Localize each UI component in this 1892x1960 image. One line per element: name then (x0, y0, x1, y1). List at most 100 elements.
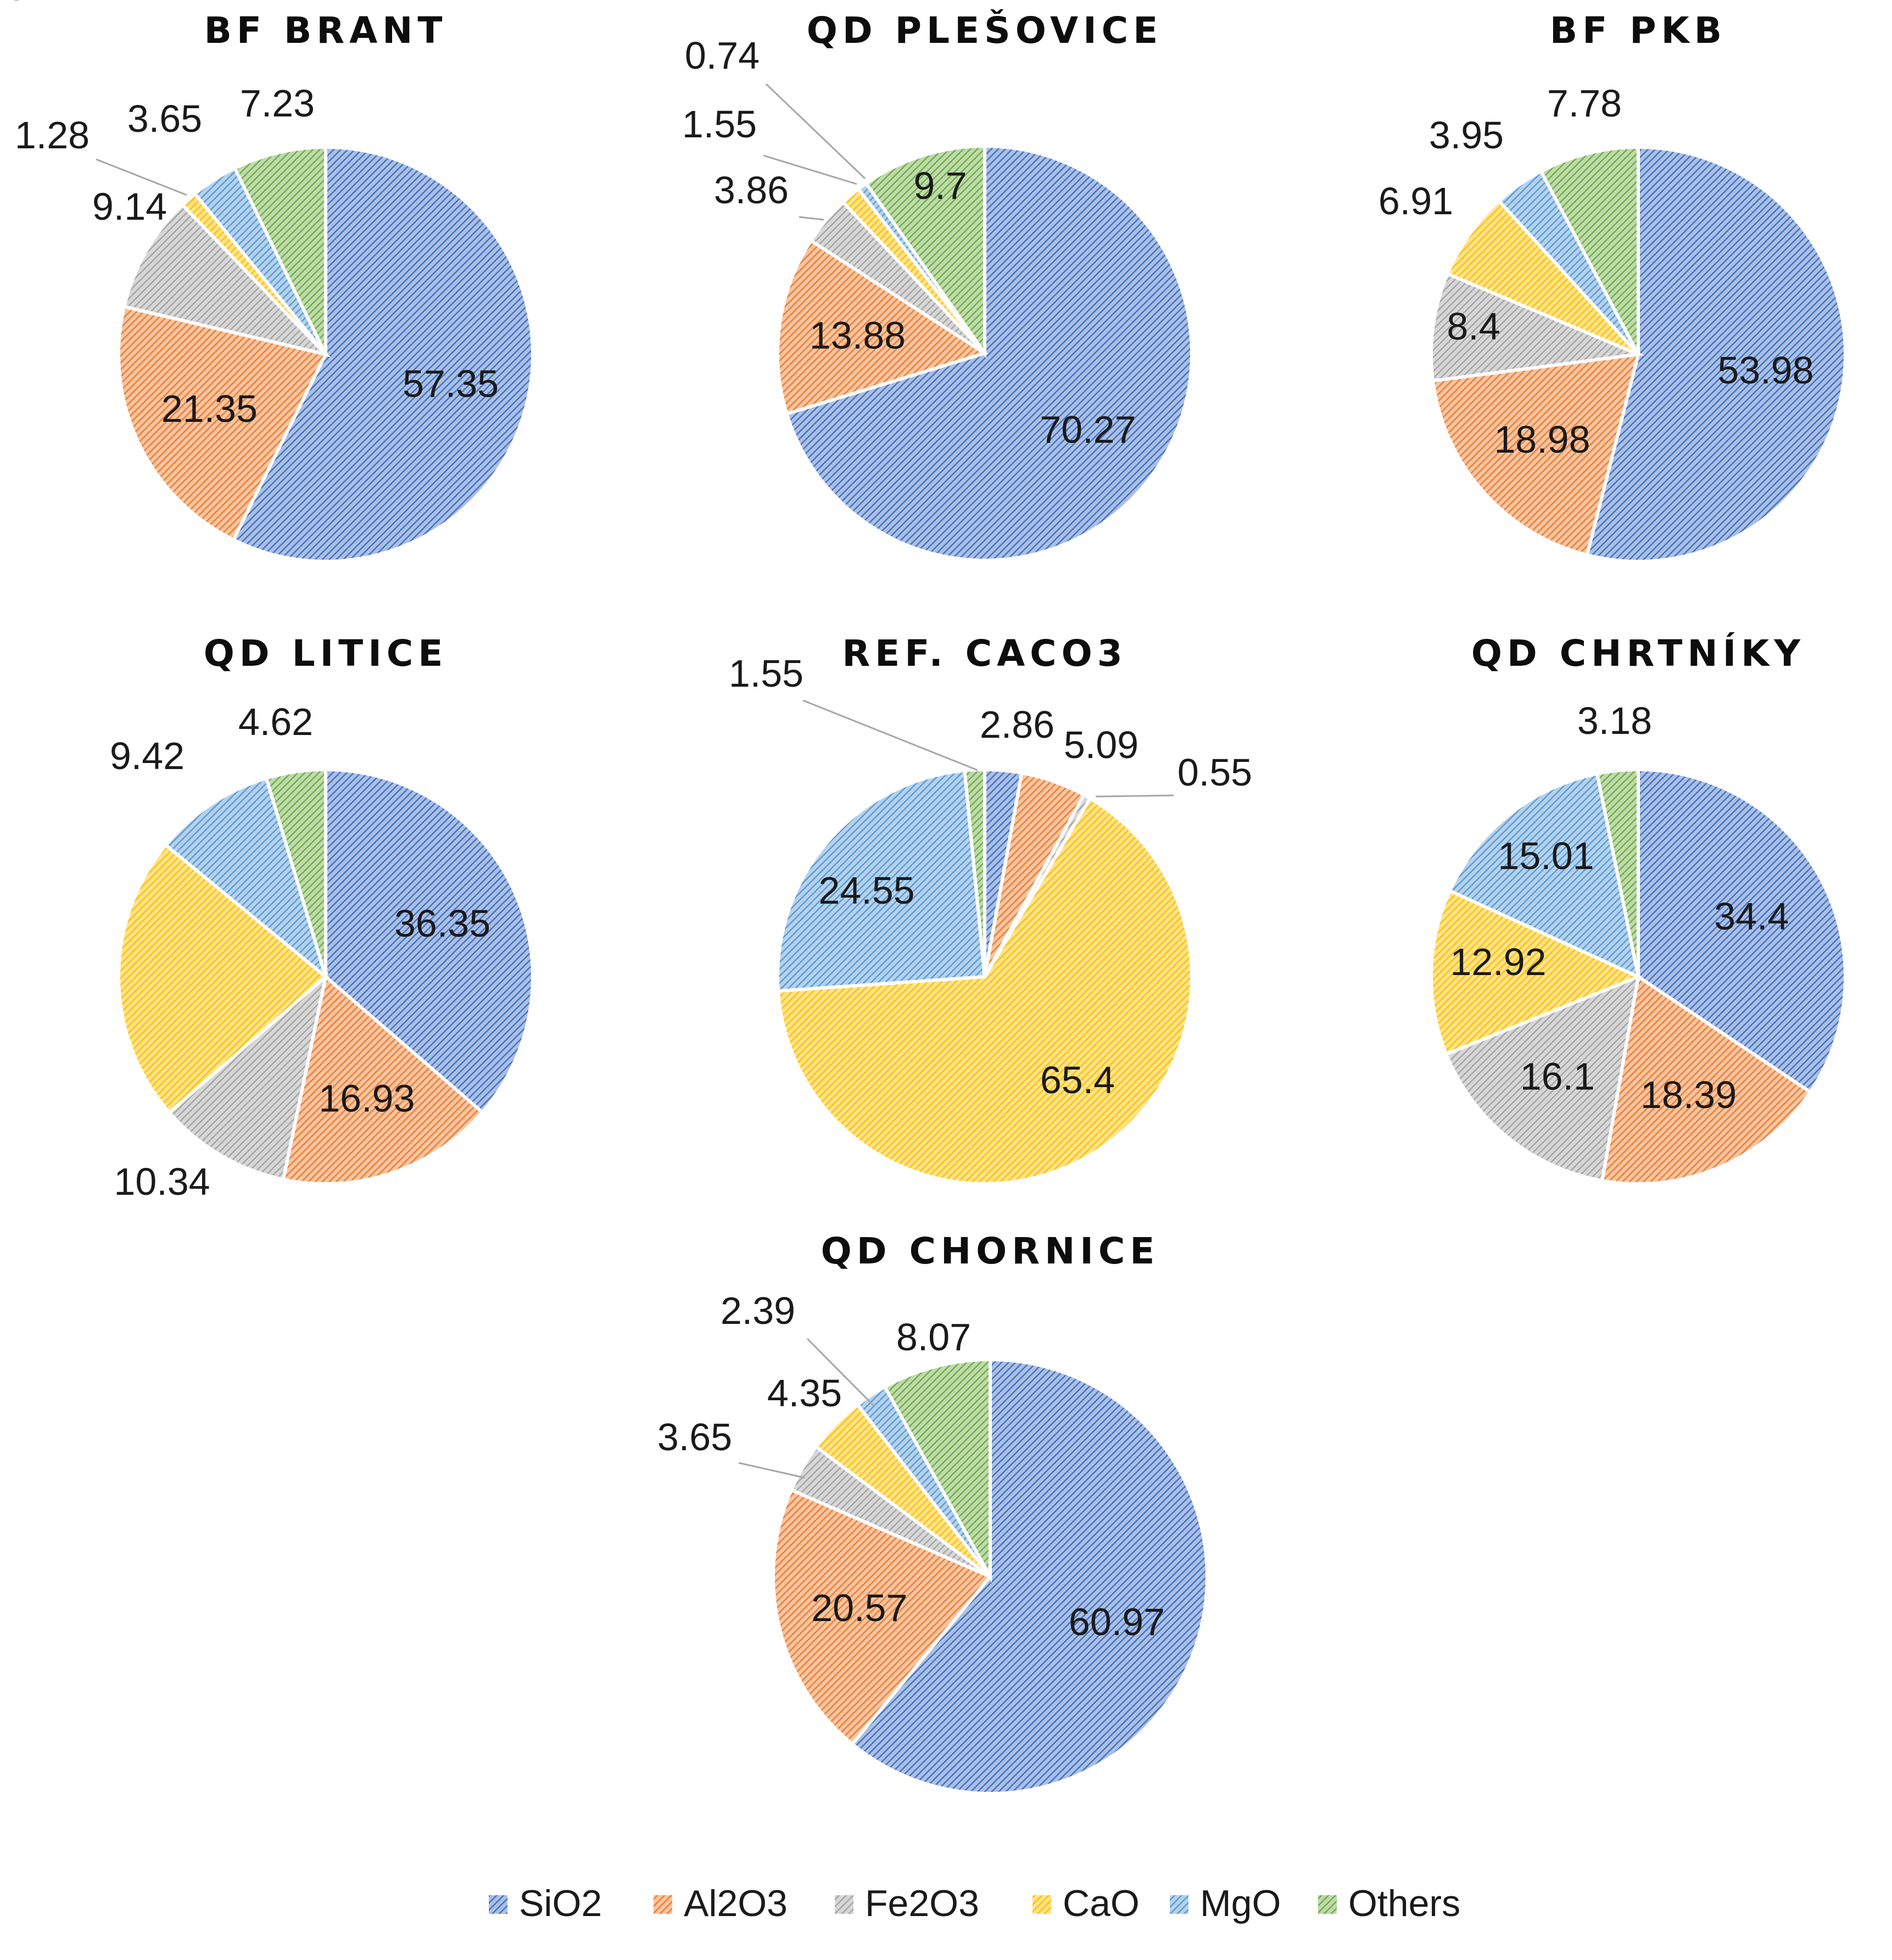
pie-chart-qd-ple-ovice: QD PLEŠOVICE 70.27 13.88 3.86 1.55 0.74 9.7 (682, 9, 1193, 562)
pie-slice-cao (1430, 888, 1643, 1057)
data-label-fe2o3: 8.4 (1447, 305, 1500, 348)
pie-slice-others (264, 767, 327, 977)
data-label-cao: 65.4 (1040, 1059, 1115, 1101)
data-label-cao: 1.28 (15, 114, 90, 157)
data-label-al2o3: 18.98 (1494, 418, 1590, 461)
data-label-others: 3.18 (1577, 699, 1652, 742)
legend-item-al2o3: Al2O3 (654, 1883, 788, 1924)
data-label-sio2: 60.97 (1069, 1601, 1165, 1644)
legend-item-cao: CaO (1032, 1883, 1140, 1924)
data-label-mgo: 3.95 (1429, 114, 1504, 157)
pie-slice-mgo (163, 776, 329, 982)
pie-slice-others (883, 1357, 992, 1583)
legend-swatch (489, 1895, 507, 1914)
data-label-fe2o3: 16.1 (1520, 1055, 1595, 1098)
pie-slice-others (1595, 767, 1640, 977)
data-label-others: 7.23 (240, 82, 315, 125)
data-label-fe2o3: 3.65 (657, 1416, 732, 1458)
data-label-al2o3: 5.09 (1064, 723, 1138, 766)
pie-slice-mgo (776, 769, 987, 993)
pie-slice-al2o3 (117, 304, 328, 542)
data-label-sio2: 34.4 (1714, 895, 1789, 938)
data-label-mgo: 0.74 (685, 34, 760, 77)
data-label-al2o3: 20.57 (811, 1586, 907, 1629)
data-label-mgo: 3.65 (127, 97, 202, 140)
data-label-others: 8.07 (896, 1316, 971, 1358)
legend: SiO2 Al2O3 Fe2O3 CaO MgO Others (489, 1883, 1460, 1924)
chart-title: QD LITICE (204, 632, 448, 675)
pie-slice-sio2 (850, 1357, 1209, 1795)
data-label-mgo: 15.01 (1498, 834, 1594, 877)
leader-line (765, 83, 866, 180)
chart-title: QD CHRTNÍKY (1471, 632, 1805, 675)
pie-slice-others (1538, 145, 1640, 355)
data-label-cao: 12.92 (1450, 940, 1546, 983)
legend-label: SiO2 (519, 1883, 602, 1924)
data-label-cao: 1.55 (682, 103, 757, 146)
data-label-others: 1.55 (729, 652, 803, 695)
legend-label: Fe2O3 (865, 1883, 979, 1924)
pie-chart-bf-pkb: BF PKB 53.98 18.98 8.4 6.91 3.95 7.78 (1378, 9, 1848, 563)
chart-title: BF PKB (1550, 9, 1727, 52)
data-label-cao: 4.35 (767, 1372, 842, 1415)
data-label-sio2: 36.35 (394, 902, 490, 945)
pie-chart-qd-chornice: QD CHORNICE 60.97 20.57 3.65 4.35 2.39 8.07 (657, 1230, 1209, 1795)
pie-slice-sio2 (324, 767, 534, 1115)
pie-slice-cao (1445, 198, 1640, 356)
pie-slice-fe2o3 (122, 202, 331, 358)
data-label-others: 7.78 (1547, 82, 1622, 125)
legend-label: Al2O3 (684, 1883, 788, 1924)
leader-line (799, 216, 824, 221)
pie-slice-sio2 (1637, 767, 1847, 1095)
leader-line (802, 699, 978, 771)
pie-slice-al2o3 (776, 238, 989, 416)
pie-slice-cao (776, 796, 1193, 1185)
pie-slice-sio2 (231, 145, 534, 563)
data-label-cao: 22.34 (0, 0, 48, 8)
legend-swatch (835, 1895, 853, 1914)
leader-line (806, 1338, 875, 1407)
legend-item-others: Others (1318, 1883, 1460, 1924)
charts-layer: BF BRANT 57.35 21.35 9.141.28 3.65 7.23 QD PLE… (0, 0, 1848, 1795)
data-label-mgo: 9.42 (110, 734, 185, 777)
pie-slice-fe2o3 (1444, 974, 1640, 1183)
pie-slice-mgo (1448, 771, 1641, 980)
pie-slice-others (864, 144, 986, 359)
legend-label: CaO (1063, 1883, 1140, 1924)
legend-item-sio2: SiO2 (489, 1883, 602, 1924)
data-label-al2o3: 13.88 (810, 314, 906, 357)
data-label-mgo: 24.55 (818, 869, 914, 912)
leader-line (1095, 794, 1174, 798)
pie-slice-al2o3 (1431, 352, 1641, 557)
pie-slice-al2o3 (281, 973, 485, 1185)
chart-title: BF BRANT (204, 9, 448, 52)
legend-swatch (654, 1895, 672, 1914)
pie-chart-qd-chrtn-ky: QD CHRTNÍKY 34.4 18.39 16.1 12.92 15.01 3.18 (1430, 632, 1847, 1185)
data-label-others: 9.7 (913, 164, 967, 207)
data-label-al2o3: 21.35 (161, 387, 258, 430)
data-label-sio2: 53.98 (1717, 349, 1813, 392)
data-label-mgo: 2.39 (721, 1289, 795, 1332)
data-label-fe2o3: 3.86 (714, 169, 789, 211)
chart-title: QD CHORNICE (821, 1230, 1160, 1272)
pie-slice-fe2o3 (1430, 271, 1645, 383)
pie-chart-ref-caco3: REF. CACO3 2.86 5.09 0.55 65.4 24.55 1.55 (729, 632, 1252, 1185)
legend-swatch (1032, 1895, 1051, 1914)
data-label-sio2: 2.86 (980, 703, 1054, 746)
legend-item-fe2o3: Fe2O3 (835, 1883, 979, 1924)
chart-title: REF. CACO3 (842, 632, 1127, 675)
data-label-fe2o3: 10.34 (114, 1160, 210, 1203)
data-label-others: 4.62 (238, 700, 313, 743)
legend-swatch (1318, 1895, 1337, 1914)
leader-line (763, 154, 857, 185)
leader-line (738, 1462, 805, 1479)
pie-slice-fe2o3 (167, 972, 328, 1182)
data-label-sio2: 70.27 (1040, 408, 1136, 451)
data-label-sio2: 57.35 (403, 362, 499, 405)
legend-label: MgO (1200, 1883, 1281, 1924)
legend-label: Others (1348, 1883, 1460, 1924)
legend-item-mgo: MgO (1170, 1883, 1281, 1924)
pie-slice-cao (117, 843, 328, 1115)
data-label-al2o3: 18.39 (1640, 1073, 1737, 1116)
data-label-fe2o3: 0.55 (1177, 751, 1252, 794)
